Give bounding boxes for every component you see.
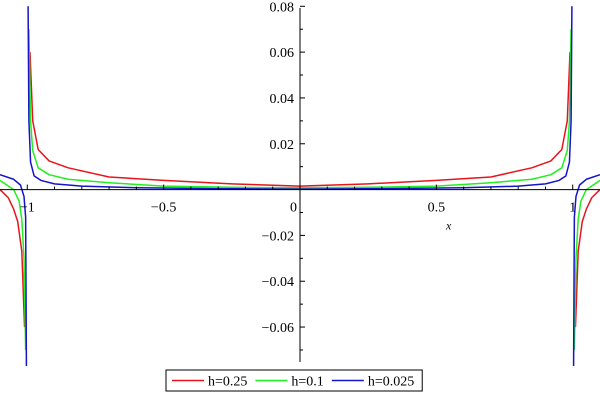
legend-label: h=0.1 xyxy=(291,375,323,390)
series-line xyxy=(574,189,600,328)
y-tick-label: −0.04 xyxy=(262,275,294,290)
y-tick-label: 0.08 xyxy=(270,0,295,15)
series-line xyxy=(0,179,27,350)
series-line xyxy=(0,173,28,366)
axis-ticks: −1 −0.5 0 0.5 1 0.08 0.06 0.04 0.02 −0.02 −0.04 −0.… xyxy=(20,0,576,351)
x-tick-label: 0.5 xyxy=(428,201,446,216)
series-line xyxy=(0,189,26,328)
y-tick-label: 0.06 xyxy=(270,46,295,61)
x-tick-label: −1 xyxy=(20,201,35,216)
legend: h=0.25 h=0.1 h=0.025 xyxy=(165,369,423,392)
series-line xyxy=(572,173,600,366)
y-tick-label: −0.02 xyxy=(262,229,294,244)
y-tick-label: −0.06 xyxy=(262,321,294,336)
x-tick-label: 0 xyxy=(290,201,297,216)
legend-box xyxy=(165,369,423,392)
y-tick-label: 0.04 xyxy=(270,92,295,107)
y-tick-label: 0.02 xyxy=(270,138,295,153)
legend-label: h=0.025 xyxy=(368,375,414,390)
x-tick-label: −0.5 xyxy=(151,201,176,216)
legend-label: h=0.25 xyxy=(208,375,247,390)
series-line xyxy=(573,179,600,350)
x-tick-label: 1 xyxy=(569,201,576,216)
x-axis-label: x xyxy=(445,219,452,233)
